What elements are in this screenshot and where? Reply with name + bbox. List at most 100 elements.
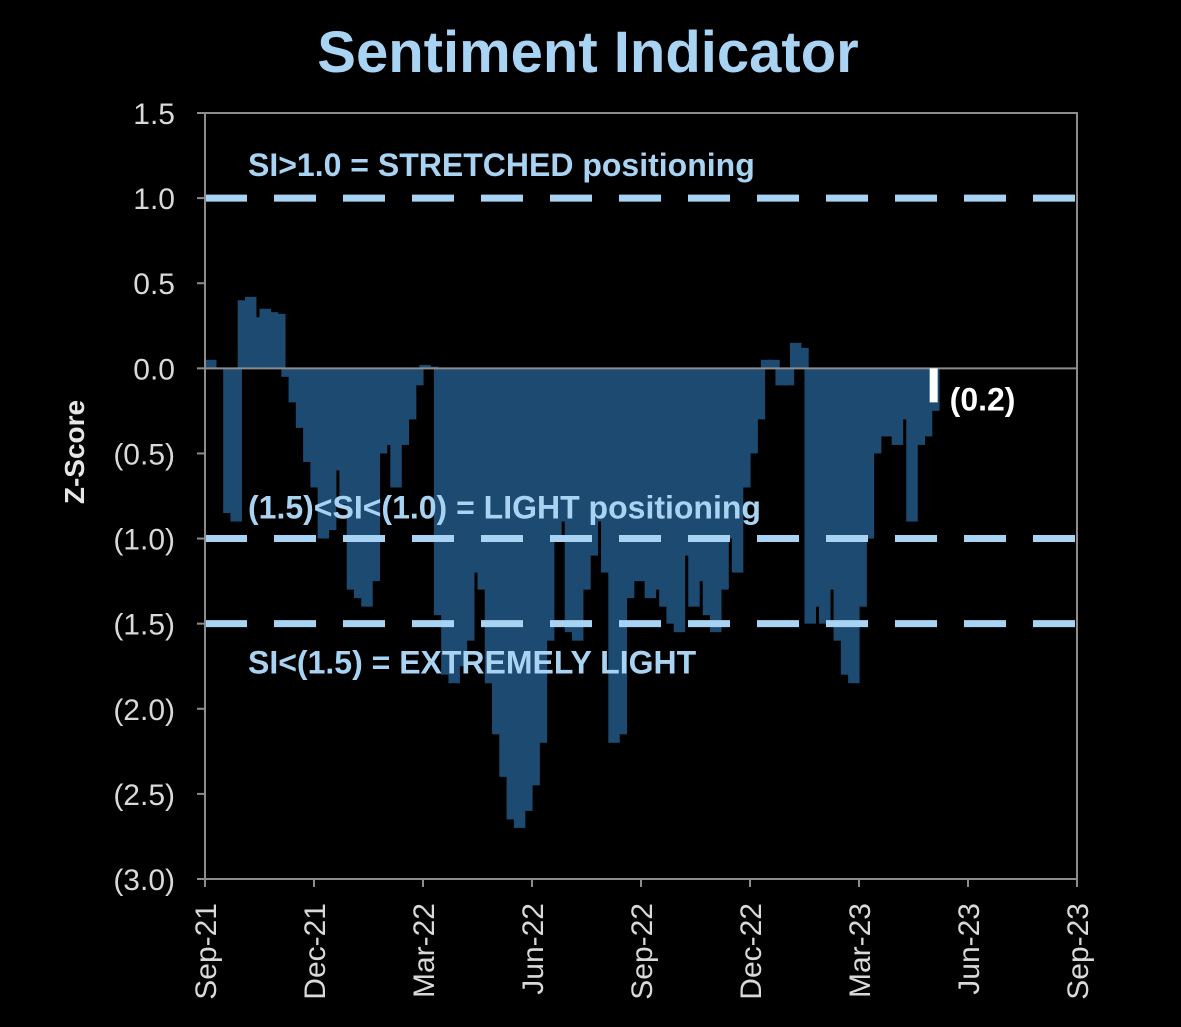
x-tick-label: Sep-22	[626, 903, 659, 1000]
bar	[651, 368, 664, 590]
bar	[673, 368, 686, 633]
bar	[484, 368, 497, 684]
bar	[295, 368, 308, 428]
bar	[528, 368, 540, 786]
bar	[397, 368, 410, 445]
bar	[368, 368, 380, 582]
bar	[441, 368, 453, 675]
bar	[877, 368, 889, 437]
bar	[317, 368, 330, 539]
bar	[324, 368, 337, 531]
bar	[913, 368, 925, 445]
latest-label: (0.2)	[950, 381, 1016, 417]
bar	[492, 368, 504, 735]
bar	[266, 312, 279, 369]
bar	[535, 368, 548, 743]
bar	[630, 368, 642, 582]
x-tick-label: Jun-22	[517, 903, 550, 995]
bar	[608, 368, 620, 743]
bar	[252, 317, 264, 369]
y-tick-label: (0.5)	[113, 438, 175, 471]
bar	[717, 368, 729, 590]
bar	[702, 368, 715, 616]
bar	[622, 368, 635, 599]
x-axis: Sep-21 Dec-21 Mar-22 Jun-22 Sep-22 Dec-22 Mar-…	[190, 879, 1095, 1000]
bar	[557, 368, 569, 522]
bar	[230, 368, 242, 522]
bar	[695, 368, 707, 582]
x-tick-label: Sep-21	[190, 903, 223, 1000]
bar	[862, 368, 875, 539]
threshold-label: SI<(1.5) = EXTREMELY LIGHT	[248, 645, 697, 681]
bar	[281, 368, 293, 377]
bar	[361, 368, 373, 607]
y-tick-label: (1.0)	[113, 524, 175, 557]
bar	[797, 347, 809, 369]
bar	[724, 368, 737, 539]
bar	[826, 368, 838, 590]
y-tick-label: 0.5	[133, 268, 175, 301]
x-tick-label: Jun-23	[953, 903, 986, 995]
threshold-lines: SI>1.0 = STRETCHED positioning (1.5)<SI<(…	[205, 147, 1081, 681]
y-tick-label: (1.5)	[113, 609, 175, 642]
bar	[448, 368, 460, 684]
bar	[782, 368, 795, 386]
bar	[731, 368, 744, 573]
y-tick-label: 1.5	[133, 98, 175, 131]
bar	[470, 368, 482, 573]
bar	[259, 308, 271, 369]
y-tick-label: 0.0	[133, 353, 175, 386]
y-axis-label: Z-Score	[59, 400, 90, 504]
bar	[550, 368, 562, 539]
threshold-label: SI>1.0 = STRETCHED positioning	[248, 147, 755, 183]
x-tick-label: Dec-22	[735, 903, 768, 1000]
x-tick-label: Mar-22	[408, 903, 441, 998]
bar	[884, 368, 896, 437]
bar	[303, 368, 315, 462]
bar	[898, 368, 911, 420]
bar	[833, 368, 846, 641]
bars-group	[205, 296, 940, 828]
bar	[412, 368, 424, 386]
bar	[375, 368, 388, 454]
x-tick-label: Mar-23	[844, 903, 877, 998]
bar	[390, 368, 402, 488]
bar	[768, 359, 780, 369]
bar	[746, 368, 758, 454]
latest-value: (0.2)	[929, 368, 1016, 417]
bar	[811, 368, 824, 607]
y-tick-label: (2.5)	[113, 779, 175, 812]
bar	[644, 368, 657, 599]
bar	[332, 368, 344, 471]
bar	[848, 368, 860, 684]
bar	[521, 368, 533, 811]
bar	[659, 368, 671, 607]
bar	[506, 368, 519, 820]
bar	[499, 368, 511, 777]
bar	[804, 368, 816, 624]
bar	[819, 368, 831, 624]
bar	[205, 359, 217, 369]
bar	[383, 368, 395, 445]
x-tick-label: Sep-23	[1062, 903, 1095, 1000]
bar	[753, 368, 766, 420]
bar	[680, 368, 693, 556]
bar	[891, 368, 904, 445]
chart-title: Sentiment Indicator	[317, 20, 858, 85]
threshold-label: (1.5)<SI<(1.0) = LIGHT positioning	[248, 490, 761, 526]
bar	[477, 368, 489, 590]
bar	[564, 368, 577, 633]
bar	[513, 368, 526, 828]
bar	[237, 300, 250, 369]
bar	[869, 368, 882, 454]
bar	[244, 296, 257, 369]
bar	[775, 368, 787, 386]
bar	[353, 368, 366, 599]
bar	[760, 359, 773, 369]
bar	[920, 368, 933, 437]
y-tick-label: (2.0)	[113, 694, 175, 727]
bar	[455, 368, 468, 667]
bar	[223, 368, 235, 514]
bar	[346, 368, 359, 590]
